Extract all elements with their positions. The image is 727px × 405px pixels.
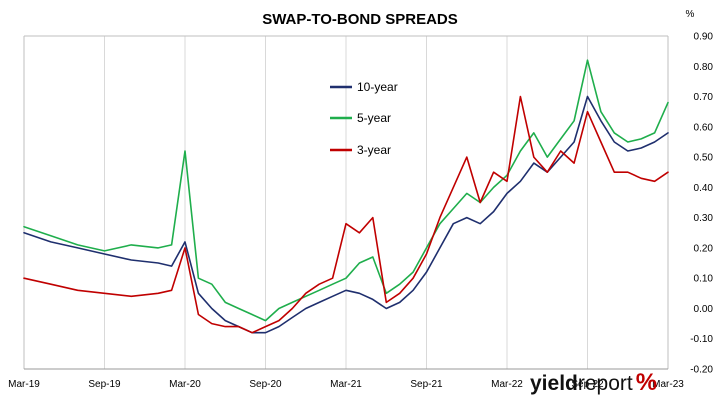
y-tick-label: 0.50 [694,153,714,164]
series-line-10-year [23,95,669,334]
y-tick-label: 0.70 [694,92,714,103]
series-line-5-year [23,59,669,322]
x-tick-labels: Mar-19 Sep-19 Mar-20 Sep-20 Mar-21 Sep-21 Mar-… [8,379,684,390]
y-tick-label: 0.10 [694,274,714,285]
yieldreport-logo: yieldreport% [530,369,657,396]
series-line-3-year [23,95,669,334]
legend: 10-year 5-year 3-year [330,80,398,157]
series-layer [23,59,669,334]
y-tick-label: 0.30 [694,213,714,224]
x-tick-label: Mar-23 [652,379,684,390]
y-tick-label: 0.60 [694,122,714,133]
x-tick-label: Mar-22 [491,379,523,390]
y-tick-label: 0.20 [694,243,714,254]
legend-label-5-year: 5-year [357,111,391,125]
y-tick-label: 0.40 [694,183,714,194]
brand-percent-mark: % [636,369,657,396]
x-tick-label: Mar-19 [8,379,40,390]
x-tick-label: Sep-19 [88,379,121,390]
x-tick-label: Mar-20 [169,379,201,390]
y-tick-label: 0.00 [694,304,714,315]
legend-label-10-year: 10-year [357,80,398,94]
brand-name-bold: yield [530,372,578,395]
y-tick-label: -0.20 [690,365,713,376]
x-tick-label: Sep-21 [410,379,443,390]
grid-layer [104,36,588,369]
legend-label-3-year: 3-year [357,143,391,157]
svg-text:yieldreport%: yieldreport% [530,369,657,396]
x-tick-label: Mar-21 [330,379,362,390]
y-tick-labels: -0.20 -0.10 0.00 0.10 0.20 0.30 0.40 0.50 0.60 0.… [690,32,713,376]
x-tick-label: Sep-22 [571,379,604,390]
y-tick-label: -0.10 [690,334,713,345]
y-tick-label: 0.80 [694,62,714,73]
x-tick-label: Sep-20 [249,379,282,390]
y-tick-label: 0.90 [694,32,714,43]
brand-name-light: report [578,372,633,395]
chart-title: SWAP-TO-BOND SPREADS [262,11,458,28]
y-axis-unit-label: % [686,9,695,20]
